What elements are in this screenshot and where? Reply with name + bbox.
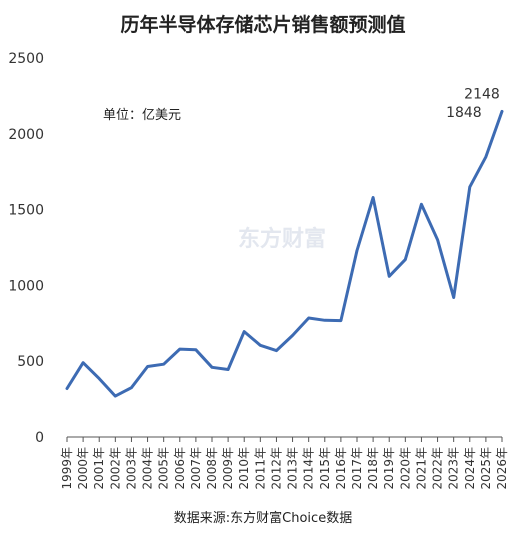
data-point — [65, 387, 69, 390]
x-tick-label: 2020年 — [398, 447, 412, 490]
data-point — [339, 319, 343, 322]
x-tick-label: 2000年 — [76, 447, 90, 490]
y-tick-label: 2500 — [8, 51, 44, 67]
data-point — [388, 275, 391, 278]
data-point — [194, 348, 198, 352]
data-point — [323, 319, 326, 322]
plot-area — [65, 109, 504, 398]
data-label: 1848 — [446, 105, 482, 121]
data-point — [420, 203, 423, 206]
x-tick-label: 2016年 — [334, 447, 348, 490]
x-tick-label: 2025年 — [479, 447, 493, 490]
x-axis: 1999年 2000年 2001年 2002年 2003年 2004年 2005年 2006年… — [60, 436, 509, 490]
x-tick-label: 1999年 — [60, 447, 74, 490]
x-tick-label: 2001年 — [92, 447, 106, 490]
data-point — [500, 110, 504, 113]
data-point — [468, 185, 471, 189]
y-tick-label: 1000 — [8, 278, 44, 294]
x-tick-label: 2022年 — [431, 447, 445, 490]
data-point — [130, 386, 133, 389]
series-line — [65, 109, 504, 398]
data-point — [436, 238, 439, 242]
data-point — [226, 368, 230, 371]
data-point — [275, 349, 278, 352]
x-tick-label: 2008年 — [205, 447, 219, 490]
data-point — [114, 394, 117, 398]
data-point — [404, 258, 407, 261]
x-tick-label: 2007年 — [189, 447, 203, 490]
y-tick-label: 2000 — [8, 127, 44, 143]
data-point — [259, 344, 262, 347]
data-point — [452, 296, 455, 299]
y-tick-label: 500 — [17, 354, 44, 370]
y-tick-label: 1500 — [8, 203, 44, 219]
x-tick-label: 2011年 — [253, 447, 267, 490]
x-tick-label: 2019年 — [382, 447, 396, 490]
x-tick-label: 2006年 — [173, 447, 187, 490]
data-point — [146, 365, 149, 368]
x-tick-label: 2026年 — [495, 447, 509, 490]
data-point — [162, 363, 165, 366]
x-tick-label: 2004年 — [141, 447, 155, 490]
data-label: 2148 — [464, 86, 500, 102]
y-tick-label: 0 — [35, 430, 44, 446]
x-tick-label: 2017年 — [350, 447, 364, 490]
x-tick-label: 2014年 — [302, 447, 316, 490]
x-tick-label: 2015年 — [318, 447, 332, 490]
x-tick-label: 2005年 — [157, 447, 171, 490]
x-tick-label: 2002年 — [108, 447, 122, 490]
x-tick-label: 2010年 — [237, 447, 251, 490]
x-tick-label: 2018年 — [366, 447, 380, 490]
data-point — [243, 330, 246, 333]
x-tick-label: 2003年 — [124, 447, 138, 490]
chart-title: 历年半导体存储芯片销售额预测值 — [120, 13, 405, 36]
data-point — [307, 316, 310, 320]
x-tick-label: 2013年 — [286, 447, 300, 490]
data-point — [371, 196, 375, 199]
y-axis: 0 500 1000 1500 2000 2500 — [8, 51, 44, 446]
data-point — [98, 377, 101, 380]
data-point — [355, 249, 359, 252]
x-tick-label: 2023年 — [447, 447, 461, 490]
x-tick-label: 2024年 — [463, 447, 477, 490]
unit-note: 单位：亿美元 — [103, 108, 181, 123]
data-point — [178, 347, 181, 351]
x-tick-label: 2012年 — [269, 447, 283, 490]
x-tick-label: 2009年 — [221, 447, 235, 490]
data-point — [81, 361, 85, 364]
data-point — [210, 366, 214, 369]
watermark-text: 东方财富 — [238, 226, 326, 252]
data-labels: 1848 2148 — [446, 86, 500, 120]
x-tick-label: 2021年 — [414, 447, 428, 490]
data-point — [291, 334, 294, 337]
data-point — [484, 155, 488, 159]
source-note: 数据来源:东方财富Choice数据 — [174, 510, 352, 526]
